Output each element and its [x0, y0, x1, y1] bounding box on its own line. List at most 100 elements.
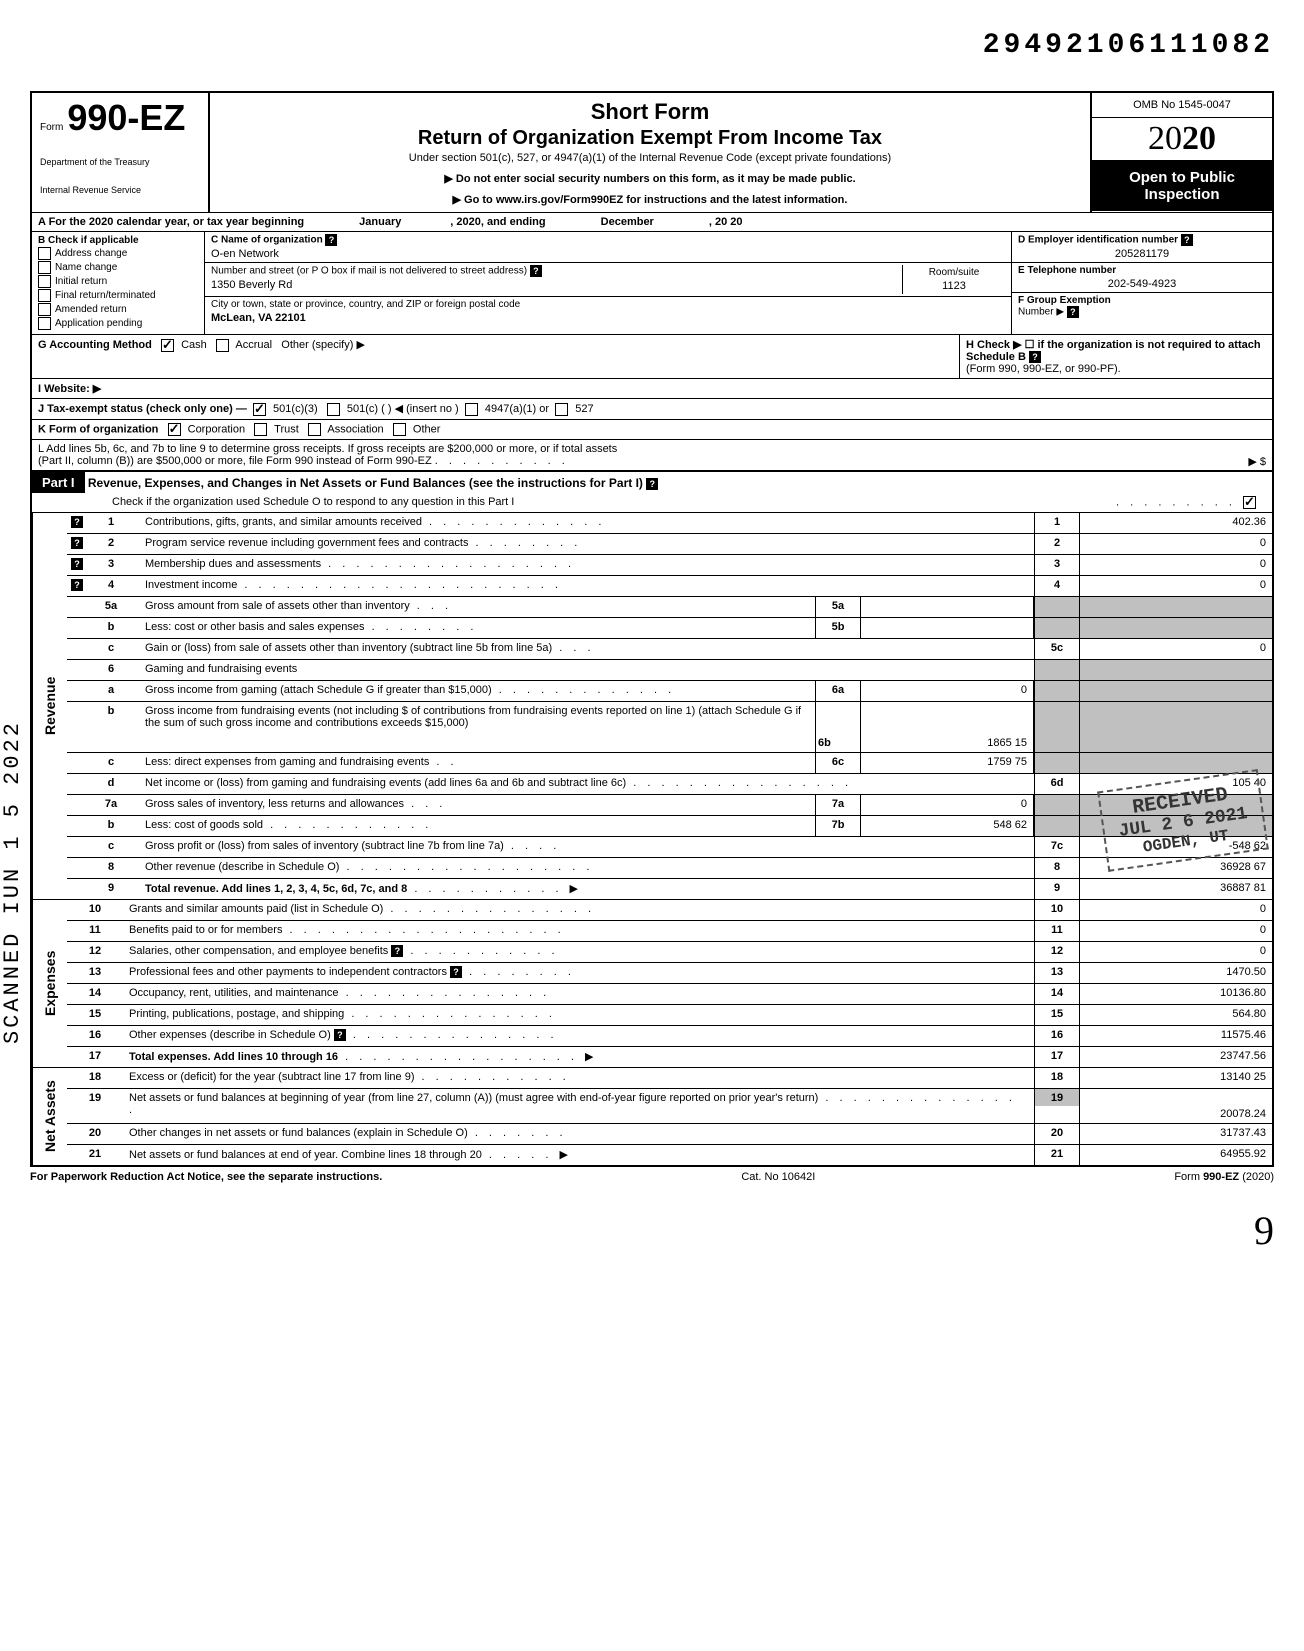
check-amended[interactable]	[38, 303, 51, 316]
check-other[interactable]	[393, 423, 406, 436]
accrual-label: Accrual	[235, 339, 272, 351]
row-g: G Accounting Method Cash Accrual Other (…	[30, 335, 1274, 379]
check-schedule-o[interactable]	[1243, 496, 1256, 509]
dept-irs: Internal Revenue Service	[40, 185, 200, 195]
j-527: 527	[575, 403, 593, 415]
expenses-section: Expenses 10Grants and similar amounts pa…	[30, 900, 1274, 1068]
check-name[interactable]	[38, 261, 51, 274]
row-l: L Add lines 5b, 6c, and 7b to line 9 to …	[30, 440, 1274, 472]
check-trust[interactable]	[254, 423, 267, 436]
inner-val: 0	[861, 795, 1034, 815]
line-num: 5a	[83, 597, 139, 617]
inner-val: 548 62	[861, 816, 1034, 836]
help-icon[interactable]: ?	[325, 234, 337, 246]
check-initial[interactable]	[38, 275, 51, 288]
line-num: 20	[67, 1124, 123, 1144]
net-assets-section: Net Assets 18Excess or (deficit) for the…	[30, 1068, 1274, 1167]
footer-mid: Cat. No 10642I	[741, 1171, 815, 1183]
num-box: 5c	[1034, 639, 1079, 659]
k-trust: Trust	[274, 423, 299, 435]
f-label: F Group Exemption	[1018, 295, 1111, 306]
shaded-box	[1034, 597, 1079, 617]
line-num: 16	[67, 1026, 123, 1046]
val-box: 0	[1079, 555, 1272, 575]
j-label: J Tax-exempt status (check only one) —	[38, 403, 247, 415]
check-501c[interactable]	[327, 403, 340, 416]
room: 1123	[909, 280, 999, 292]
c-label: C Name of organization	[211, 235, 323, 246]
inner-num: 5a	[815, 597, 861, 617]
val-box: 0	[1079, 921, 1272, 941]
check-address[interactable]	[38, 247, 51, 260]
help-icon[interactable]: ?	[71, 558, 83, 570]
help-icon[interactable]: ?	[71, 537, 83, 549]
check-501c3[interactable]	[253, 403, 266, 416]
inner-val: 1759 75	[861, 753, 1034, 773]
line-desc: Professional fees and other payments to …	[129, 966, 447, 978]
num-box: 18	[1034, 1068, 1079, 1088]
instruction-line-1: ▶ Do not enter social security numbers o…	[218, 172, 1082, 185]
help-icon[interactable]: ?	[530, 265, 542, 277]
row-a-text: A For the 2020 calendar year, or tax yea…	[38, 216, 304, 228]
form-label: Form	[40, 122, 63, 133]
help-icon[interactable]: ?	[391, 945, 403, 957]
shaded-box	[1034, 702, 1079, 752]
num-box: 8	[1034, 858, 1079, 878]
e-label: E Telephone number	[1018, 265, 1116, 276]
line-desc: Net income or (loss) from gaming and fun…	[145, 777, 626, 789]
footer-left: For Paperwork Reduction Act Notice, see …	[30, 1171, 382, 1183]
check-4947[interactable]	[465, 403, 478, 416]
d-label: D Employer identification number	[1018, 235, 1178, 246]
help-icon[interactable]: ?	[71, 579, 83, 591]
help-icon[interactable]: ?	[334, 1029, 346, 1041]
help-icon[interactable]: ?	[450, 966, 462, 978]
line-num: 6	[83, 660, 139, 680]
help-icon[interactable]: ?	[1067, 306, 1079, 318]
return-title: Return of Organization Exempt From Incom…	[218, 127, 1082, 150]
help-icon[interactable]: ?	[1181, 234, 1193, 246]
k-label: K Form of organization	[38, 423, 158, 435]
val-box: 13140 25	[1079, 1068, 1272, 1088]
val-box: 64955.92	[1079, 1145, 1272, 1165]
city-label: City or town, state or province, country…	[211, 299, 520, 310]
j-c: 501(c) ( ) ◀ (insert no )	[347, 403, 459, 415]
line-num: 21	[67, 1145, 123, 1165]
check-final[interactable]	[38, 289, 51, 302]
check-527[interactable]	[555, 403, 568, 416]
inner-val	[861, 597, 1034, 617]
help-icon[interactable]: ?	[1029, 351, 1041, 363]
line-num: 19	[67, 1089, 123, 1123]
check-corp[interactable]	[168, 423, 181, 436]
line-desc: Less: cost of goods sold	[145, 819, 263, 831]
line-desc: Less: cost or other basis and sales expe…	[145, 621, 365, 633]
num-box: 1	[1034, 513, 1079, 533]
line-num: c	[83, 639, 139, 659]
j-c3: 501(c)(3)	[273, 403, 318, 415]
line-num: d	[83, 774, 139, 794]
line-desc: Gross amount from sale of assets other t…	[145, 600, 410, 612]
num-box: 4	[1034, 576, 1079, 596]
help-icon[interactable]: ?	[71, 516, 83, 528]
line-num: 15	[67, 1005, 123, 1025]
val-box: 31737.43	[1079, 1124, 1272, 1144]
line-desc: Investment income	[145, 579, 237, 591]
inner-num: 6a	[815, 681, 861, 701]
line-desc: Gross income from fundraising events (no…	[145, 705, 801, 729]
check-accrual[interactable]	[216, 339, 229, 352]
check-pending[interactable]	[38, 317, 51, 330]
line-desc: Net assets or fund balances at beginning…	[129, 1092, 818, 1104]
check-assoc[interactable]	[308, 423, 321, 436]
line-desc: Gross sales of inventory, less returns a…	[145, 798, 404, 810]
val-box: 564.80	[1079, 1005, 1272, 1025]
street: 1350 Beverly Rd	[211, 279, 902, 291]
check-cash[interactable]	[161, 339, 174, 352]
num-box: 9	[1034, 879, 1079, 899]
line-desc: Total expenses. Add lines 10 through 16	[129, 1051, 338, 1063]
h-label: H Check ▶ ☐ if the organization is not r…	[966, 339, 1261, 363]
shaded-box	[1034, 660, 1079, 680]
net-assets-label: Net Assets	[32, 1068, 67, 1165]
line-desc: Contributions, gifts, grants, and simila…	[145, 516, 422, 528]
line-num: c	[83, 837, 139, 857]
help-icon[interactable]: ?	[646, 478, 658, 490]
num-box: 20	[1034, 1124, 1079, 1144]
